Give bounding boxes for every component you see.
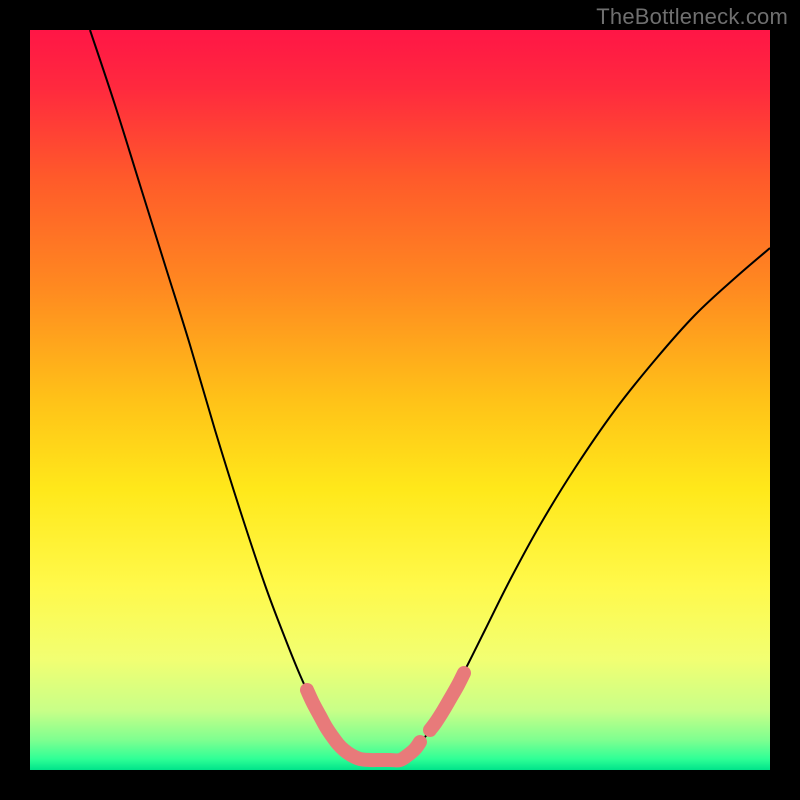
curve-left	[90, 30, 360, 760]
curve-layer	[30, 30, 770, 770]
outer-frame: TheBottleneck.com	[0, 0, 800, 800]
highlight-segment-0	[307, 690, 420, 760]
plot-area	[30, 30, 770, 770]
highlight-segment-1	[430, 673, 464, 730]
watermark-text: TheBottleneck.com	[596, 4, 788, 30]
